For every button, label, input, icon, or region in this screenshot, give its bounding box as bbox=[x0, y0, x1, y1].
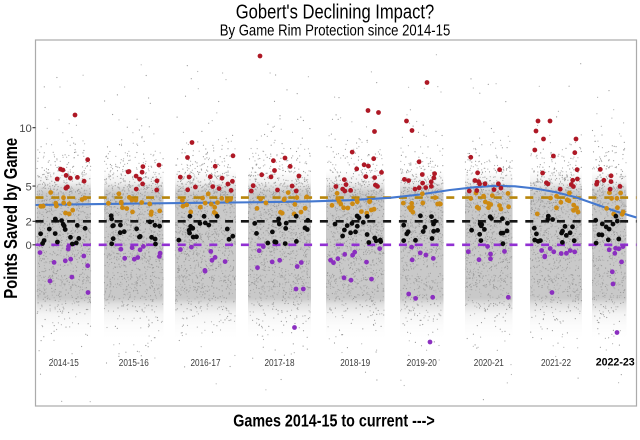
svg-text:0: 0 bbox=[26, 240, 32, 252]
svg-text:2022-23: 2022-23 bbox=[596, 357, 635, 369]
svg-text:5: 5 bbox=[26, 181, 32, 193]
svg-text:2016-17: 2016-17 bbox=[191, 358, 221, 369]
svg-text:Games 2014-15 to current --->: Games 2014-15 to current ---> bbox=[233, 411, 435, 431]
svg-text:2018-19: 2018-19 bbox=[340, 358, 370, 369]
svg-text:2017-18: 2017-18 bbox=[265, 358, 295, 369]
svg-text:2014-15: 2014-15 bbox=[49, 358, 79, 369]
svg-text:2021-22: 2021-22 bbox=[541, 358, 571, 369]
svg-text:Points Saved by Game: Points Saved by Game bbox=[1, 138, 21, 299]
svg-text:2019-20: 2019-20 bbox=[407, 358, 438, 369]
svg-text:By Game Rim Protection since 2: By Game Rim Protection since 2014-15 bbox=[220, 22, 451, 39]
svg-text:2020-21: 2020-21 bbox=[474, 358, 504, 369]
svg-text:Gobert's Declining Impact?: Gobert's Declining Impact? bbox=[236, 0, 435, 23]
svg-text:2: 2 bbox=[26, 217, 32, 229]
svg-text:2015-16: 2015-16 bbox=[119, 358, 149, 369]
svg-text:10: 10 bbox=[19, 123, 32, 135]
